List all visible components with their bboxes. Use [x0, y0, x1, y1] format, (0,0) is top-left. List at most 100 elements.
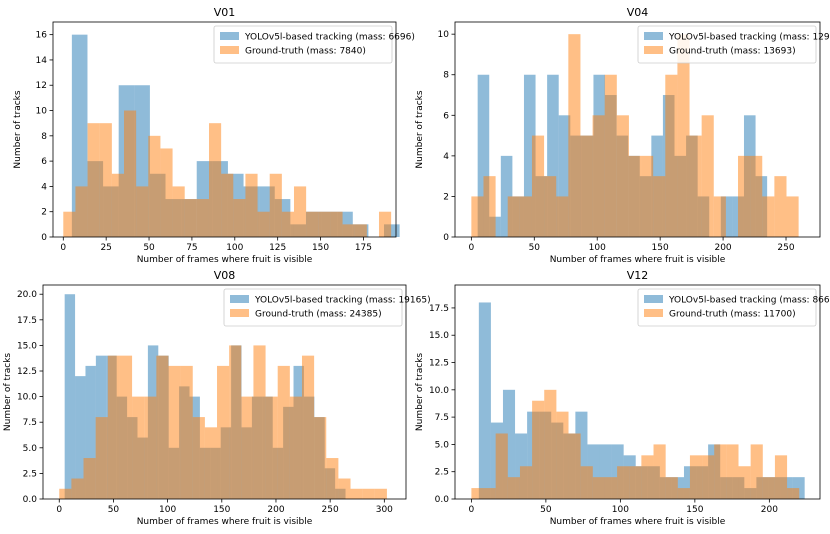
histogram-bar — [289, 396, 302, 499]
histogram-bar — [653, 176, 666, 237]
histogram-bar — [592, 115, 605, 237]
y-tick-label: 8 — [443, 71, 449, 81]
histogram-bar — [281, 211, 294, 237]
histogram-bar — [184, 199, 197, 237]
x-tick-label: 150 — [213, 505, 230, 515]
legend: YOLOv5l-based tracking (mass: 12974) Grou… — [637, 25, 830, 64]
histogram-bar — [762, 196, 775, 237]
histogram-bar — [233, 199, 246, 237]
legend-swatch — [644, 46, 663, 54]
histogram-bar — [641, 155, 654, 237]
x-tick-label: 100 — [159, 505, 176, 515]
histogram-bar — [665, 477, 678, 499]
y-axis-label: Number of tracks — [415, 90, 425, 168]
histogram-bar — [192, 417, 205, 499]
histogram-bar — [241, 396, 254, 499]
x-tick-label: 250 — [322, 505, 339, 515]
histogram-bar — [269, 173, 282, 237]
x-tick-label: 50 — [143, 243, 155, 253]
x-tick-label: 300 — [376, 505, 393, 515]
histogram-bar — [547, 74, 559, 238]
histogram-bar — [523, 74, 536, 238]
y-tick-label: 4 — [41, 182, 47, 192]
histogram-bar — [107, 355, 120, 499]
histogram-bar — [665, 74, 678, 238]
histogram-bar — [762, 477, 775, 499]
y-tick-label: 0 — [41, 233, 47, 243]
x-tick-label: 200 — [267, 505, 284, 515]
y-tick-label: 5.0 — [435, 440, 450, 450]
legend-box — [223, 288, 403, 327]
histogram-bar — [544, 176, 557, 237]
chart-panel-v04: 0 50 100 150 200 250 0 2 4 6 8 10 V04 Number of frame… — [415, 6, 830, 265]
histogram-bar — [342, 224, 355, 237]
y-tick-label: 0.0 — [435, 495, 450, 505]
legend-label: Ground-truth (mass: 24385) — [255, 310, 382, 320]
x-tick-label: 150 — [686, 505, 703, 515]
histogram-bar — [500, 155, 513, 237]
y-tick-label: 16 — [36, 31, 48, 41]
x-tick-label: 175 — [355, 243, 372, 253]
histogram-bar — [726, 444, 739, 499]
histogram-bar — [701, 115, 714, 237]
histogram-bar — [653, 444, 666, 499]
legend-box — [637, 288, 817, 327]
y-tick-label: 12.5 — [429, 359, 449, 369]
y-tick-label: 12 — [36, 81, 47, 91]
histogram-bar — [257, 211, 270, 237]
y-tick-label: 7.5 — [435, 413, 449, 423]
histogram-bar — [293, 186, 307, 237]
histogram-bar — [507, 196, 520, 237]
histogram-bar — [750, 444, 763, 499]
histogram-bar — [217, 365, 230, 499]
series-ground-truth — [63, 110, 392, 237]
y-tick-label: 10.0 — [429, 386, 449, 396]
histogram-bar — [519, 196, 532, 237]
legend-box — [213, 25, 393, 64]
y-tick-label: 15.0 — [429, 331, 449, 341]
histogram-bar — [374, 488, 387, 499]
histogram-bar — [471, 196, 484, 237]
histogram-bar — [604, 477, 618, 499]
legend: YOLOv5l-based tracking (mass: 8664) Groun… — [637, 288, 830, 327]
histogram-bar — [677, 488, 690, 499]
legend-swatch — [644, 295, 663, 303]
histogram-bar — [378, 211, 392, 237]
histogram-bar — [720, 196, 733, 237]
histogram-bar — [714, 444, 727, 499]
histogram-bar — [774, 176, 787, 237]
legend-label: YOLOv5l-based tracking (mass: 12974) — [668, 33, 830, 43]
histogram-bar — [144, 396, 157, 499]
y-tick-label: 0 — [443, 233, 449, 243]
histogram-bar — [495, 433, 508, 499]
histogram-bar — [689, 135, 702, 237]
legend-label: YOLOv5l-based tracking (mass: 8664) — [668, 296, 830, 306]
x-tick-label: 0 — [468, 243, 474, 253]
x-tick-label: 0 — [469, 505, 475, 515]
x-tick-label: 50 — [540, 505, 552, 515]
histogram-bar — [326, 458, 339, 499]
histogram-bar — [111, 173, 124, 237]
y-tick-label: 20.0 — [17, 290, 37, 300]
histogram-bar — [677, 34, 690, 237]
legend-swatch — [230, 295, 249, 303]
histogram-bar — [265, 396, 278, 499]
x-tick-label: 25 — [100, 243, 111, 253]
histogram-bar — [209, 123, 222, 237]
histogram-bar — [354, 224, 367, 237]
chart-panel-v12: 0 50 100 150 200 0.0 2.5 5.0 7.5 10.0 12.5 15.0 17.5… — [415, 269, 830, 527]
histogram-bar — [277, 365, 290, 499]
histogram-bar — [604, 74, 617, 238]
series-ground-truth — [471, 389, 800, 499]
histogram-bar — [221, 173, 234, 237]
legend-swatch — [220, 46, 239, 54]
axes-frame — [454, 284, 821, 500]
histogram-bar — [306, 211, 319, 237]
histogram-bar — [738, 155, 751, 237]
histogram-bar — [172, 186, 185, 237]
histogram-bar — [750, 155, 763, 237]
histogram-bar — [786, 196, 799, 237]
series-ground-truth — [471, 34, 799, 238]
histogram-bar — [119, 355, 133, 499]
chart-title: V04 — [627, 6, 649, 19]
